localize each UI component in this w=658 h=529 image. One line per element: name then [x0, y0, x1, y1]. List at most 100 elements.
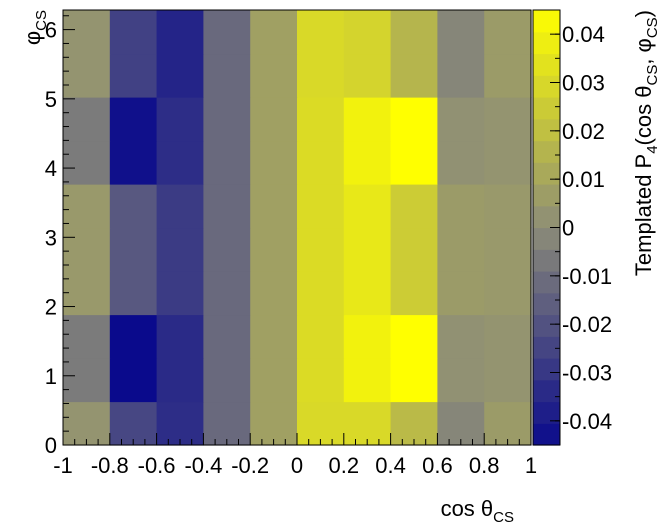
- heatmap-cell: [63, 401, 111, 446]
- heatmap-cell: [109, 358, 158, 403]
- x-axis-ticks: -1 -0.8 -0.6 -0.4 -0.2 0 0.2 0.4 0.6 0.8 1: [53, 433, 537, 478]
- heatmap-cell: [437, 53, 485, 98]
- palette-band: [533, 31, 560, 55]
- x-tick-label: -0.4: [184, 453, 222, 478]
- palette-band: [533, 205, 560, 229]
- heatmap-cell: [437, 314, 485, 359]
- heatmap-cell: [250, 270, 298, 316]
- heatmap-cell: [484, 314, 532, 359]
- heatmap-cell: [203, 358, 251, 403]
- heatmap-cell: [109, 227, 158, 272]
- heatmap-cell: [297, 140, 345, 185]
- heatmap-cell: [390, 10, 438, 55]
- heatmap-cell: [343, 184, 392, 229]
- heatmap-cell: [63, 97, 111, 142]
- heatmap-cell: [343, 53, 392, 98]
- z-tick-label: 0: [562, 216, 574, 241]
- heatmap-cell: [109, 401, 158, 446]
- heatmap-cells: [63, 10, 532, 446]
- heatmap-cell: [156, 358, 204, 403]
- heatmap-cell: [343, 270, 392, 316]
- heatmap-cell: [343, 140, 392, 185]
- heatmap-cell: [297, 227, 345, 272]
- z-tick-label: -0.02: [562, 312, 612, 337]
- heatmap-cell: [63, 314, 111, 359]
- heatmap-cell: [297, 270, 345, 316]
- heatmap-cell: [109, 270, 158, 316]
- palette-band: [533, 423, 560, 446]
- heatmap-cell: [203, 227, 251, 272]
- heatmap-cell: [156, 227, 204, 272]
- y-tick-label: 0: [45, 433, 57, 458]
- heatmap-cell: [250, 401, 298, 446]
- heatmap-cell: [203, 401, 251, 446]
- heatmap-cell: [437, 358, 485, 403]
- x-tick-label: 0.4: [375, 453, 406, 478]
- x-tick-label: -0.2: [231, 453, 269, 478]
- heatmap-cell: [203, 184, 251, 229]
- z-tick-label: -0.03: [562, 361, 612, 386]
- heatmap-cell: [484, 10, 532, 55]
- y-tick-label: 2: [45, 295, 57, 320]
- heatmap-cell: [484, 97, 532, 142]
- heatmap-cell: [343, 314, 392, 359]
- x-tick-label: -1: [53, 453, 73, 478]
- heatmap-cell: [109, 10, 158, 55]
- palette-band: [533, 227, 560, 250]
- heatmap-cell: [203, 53, 251, 98]
- heatmap-cell: [437, 270, 485, 316]
- x-axis-label: cos θCS: [441, 496, 514, 526]
- heatmap-cell: [390, 270, 438, 316]
- palette-band: [533, 271, 560, 294]
- heatmap-cell: [437, 140, 485, 185]
- heatmap-cell: [109, 97, 158, 142]
- x-tick-label: 0: [291, 453, 303, 478]
- heatmap-cell: [297, 97, 345, 142]
- color-axis-label: Templated P4(cos θCS, φCS): [631, 10, 658, 276]
- palette-band: [533, 249, 560, 272]
- heatmap-cell: [484, 184, 532, 229]
- heatmap-cell: [297, 314, 345, 359]
- heatmap-cell: [156, 53, 204, 98]
- palette-band: [533, 140, 560, 163]
- heatmap-cell: [63, 10, 111, 55]
- heatmap-cell: [390, 140, 438, 185]
- heatmap-cell: [484, 358, 532, 403]
- heatmap-cell: [390, 227, 438, 272]
- z-tick-label: -0.04: [562, 409, 612, 434]
- heatmap-cell: [343, 97, 392, 142]
- heatmap-cell: [484, 140, 532, 185]
- heatmap-cell: [484, 227, 532, 272]
- heatmap-cell: [63, 184, 111, 229]
- color-axis-ticks: 0.04 0.03 0.02 0.01 0 -0.01 -0.02 -0.03 -0.04: [550, 9, 612, 446]
- heatmap-cell: [297, 10, 345, 55]
- heatmap-cell: [156, 97, 204, 142]
- z-tick-label: -0.01: [562, 264, 612, 289]
- heatmap-cell: [63, 270, 111, 316]
- x-tick-label: 1: [525, 453, 537, 478]
- y-tick-label: 5: [45, 87, 57, 112]
- heatmap-cell: [250, 358, 298, 403]
- y-tick-label: 1: [45, 364, 57, 389]
- heatmap-cell: [109, 184, 158, 229]
- heatmap-cell: [250, 184, 298, 229]
- heatmap-cell: [63, 358, 111, 403]
- heatmap-cell: [297, 184, 345, 229]
- heatmap-cell: [156, 401, 204, 446]
- heatmap-cell: [390, 314, 438, 359]
- heatmap-cell: [437, 401, 485, 446]
- heatmap-cell: [390, 358, 438, 403]
- x-tick-label: 0.8: [469, 453, 500, 478]
- palette-band: [533, 75, 560, 98]
- heatmap-cell: [484, 401, 532, 446]
- palette-band: [533, 336, 560, 359]
- heatmap-cell: [250, 53, 298, 98]
- heatmap-cell: [437, 227, 485, 272]
- heatmap-cell: [63, 53, 111, 98]
- palette-band: [533, 97, 560, 120]
- heatmap-cell: [63, 227, 111, 272]
- heatmap-cell: [437, 10, 485, 55]
- x-tick-label: 0.2: [329, 453, 360, 478]
- heatmap-cell: [343, 227, 392, 272]
